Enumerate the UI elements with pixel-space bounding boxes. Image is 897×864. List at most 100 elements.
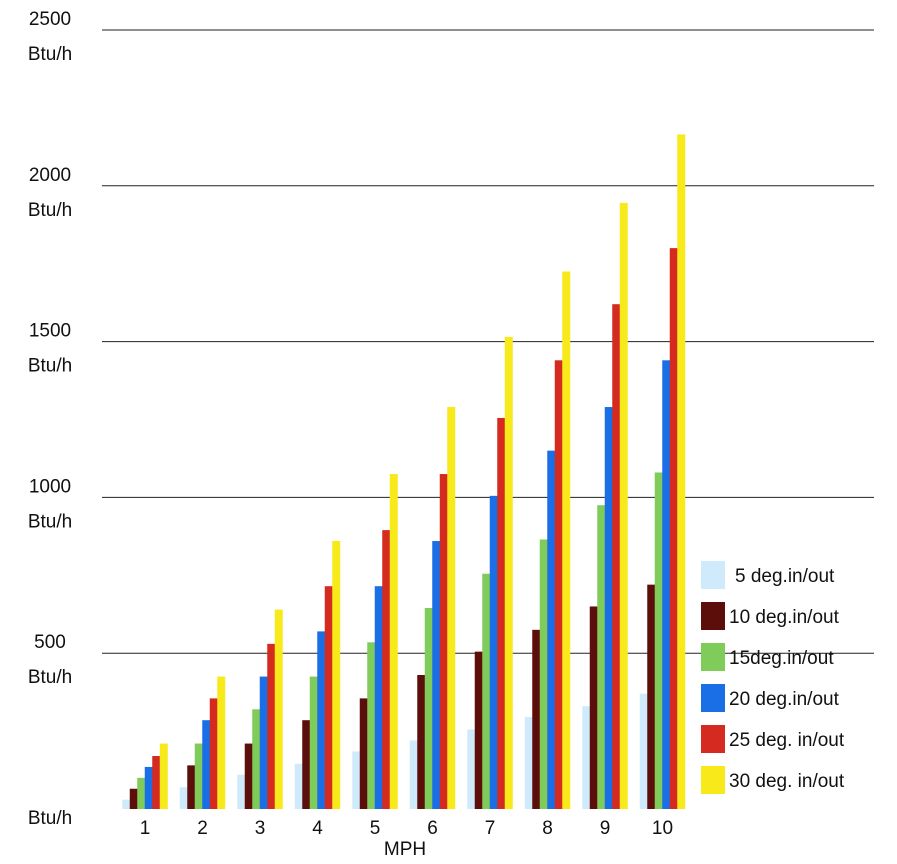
legend-label: 5 deg.in/out <box>735 566 835 587</box>
bar <box>332 541 341 809</box>
bar <box>374 586 383 809</box>
bar <box>209 698 218 809</box>
legend-swatch <box>701 766 725 794</box>
bar <box>159 743 168 809</box>
legend-swatch <box>701 684 725 712</box>
bar <box>137 777 146 809</box>
y-tick-label: 500 <box>34 632 66 653</box>
legend-label: 10 deg.in/out <box>729 607 840 628</box>
bar <box>647 584 656 809</box>
bar <box>274 609 283 809</box>
bar <box>639 693 648 809</box>
bars <box>122 134 686 810</box>
bar <box>467 729 476 809</box>
bar <box>532 629 541 809</box>
bar <box>417 675 426 809</box>
bar <box>367 642 376 809</box>
y-tick-unit: Btu/h <box>28 44 72 65</box>
x-tick-label: 1 <box>140 818 151 839</box>
bar <box>662 360 671 809</box>
x-tick-label: 3 <box>255 818 266 839</box>
x-tick-label: 8 <box>542 818 553 839</box>
y-tick-label: 1500 <box>29 321 71 342</box>
bar <box>439 474 448 809</box>
bar <box>612 304 621 809</box>
x-tick-label: 10 <box>652 818 673 839</box>
bar <box>382 530 391 809</box>
legend-swatch <box>701 725 725 753</box>
y-axis-labels: 2500 Btu/h 2000 Btu/h 1500 Btu/h 1000 Btu/h 500 B… <box>28 9 72 829</box>
bar <box>524 717 533 809</box>
legend-label: 20 deg.in/out <box>729 689 840 710</box>
bar <box>447 407 456 809</box>
bar <box>677 134 686 810</box>
bar <box>504 336 513 809</box>
y-tick-unit: Btu/h <box>28 808 72 829</box>
bar <box>497 417 506 809</box>
bar <box>179 787 188 809</box>
x-axis-label: MPH <box>384 839 426 860</box>
bar <box>317 631 326 809</box>
x-tick-label: 5 <box>370 818 381 839</box>
y-tick-label: 2500 <box>29 9 71 30</box>
y-tick-unit: Btu/h <box>28 200 72 221</box>
bar <box>144 766 153 809</box>
bar <box>489 495 498 809</box>
bar <box>669 248 678 809</box>
bar <box>122 799 131 809</box>
y-tick-unit: Btu/h <box>28 667 72 688</box>
legend-swatch <box>701 602 725 630</box>
bar <box>547 450 556 809</box>
bar <box>129 788 138 809</box>
bar <box>409 740 418 809</box>
bar <box>152 756 161 809</box>
bar <box>554 360 563 809</box>
bar <box>202 720 211 809</box>
y-tick-unit: Btu/h <box>28 356 72 377</box>
bar <box>482 573 491 809</box>
bar <box>217 676 226 809</box>
bar <box>424 608 433 809</box>
bar <box>352 751 361 809</box>
bar <box>194 743 203 809</box>
bar <box>187 765 196 809</box>
bar <box>252 709 261 809</box>
bar <box>324 586 333 809</box>
y-tick-unit: Btu/h <box>28 511 72 532</box>
gridlines <box>102 29 874 654</box>
y-tick-label: 1000 <box>29 476 71 497</box>
bar <box>359 698 368 809</box>
bar <box>294 763 303 809</box>
x-tick-label: 4 <box>312 818 323 839</box>
legend-label: 25 deg. in/out <box>729 730 845 751</box>
bar <box>597 505 606 809</box>
x-tick-label: 2 <box>197 818 208 839</box>
y-tick-label: 2000 <box>29 165 71 186</box>
x-axis-ticks: 1 2 3 4 5 6 7 8 9 10 <box>140 818 673 839</box>
bar <box>389 474 398 809</box>
bar <box>309 676 318 809</box>
bar <box>582 706 591 809</box>
bar <box>302 720 311 809</box>
legend-label: 30 deg. in/out <box>729 771 845 792</box>
legend: 5 deg.in/out 10 deg.in/out 15deg.in/out 20 … <box>701 561 845 794</box>
bar <box>619 202 628 810</box>
bar <box>237 774 246 809</box>
bar <box>432 541 441 809</box>
bar <box>267 643 276 809</box>
x-tick-label: 7 <box>485 818 496 839</box>
bar <box>259 676 268 809</box>
bar <box>474 651 483 809</box>
bar <box>562 271 571 809</box>
legend-swatch <box>701 643 725 671</box>
bar <box>604 407 613 809</box>
legend-label: 15deg.in/out <box>729 648 834 669</box>
bar <box>244 743 253 809</box>
legend-swatch <box>701 561 725 589</box>
x-tick-label: 9 <box>600 818 611 839</box>
bar <box>654 472 663 809</box>
bar <box>589 606 598 809</box>
bar <box>539 539 548 809</box>
x-tick-label: 6 <box>427 818 438 839</box>
